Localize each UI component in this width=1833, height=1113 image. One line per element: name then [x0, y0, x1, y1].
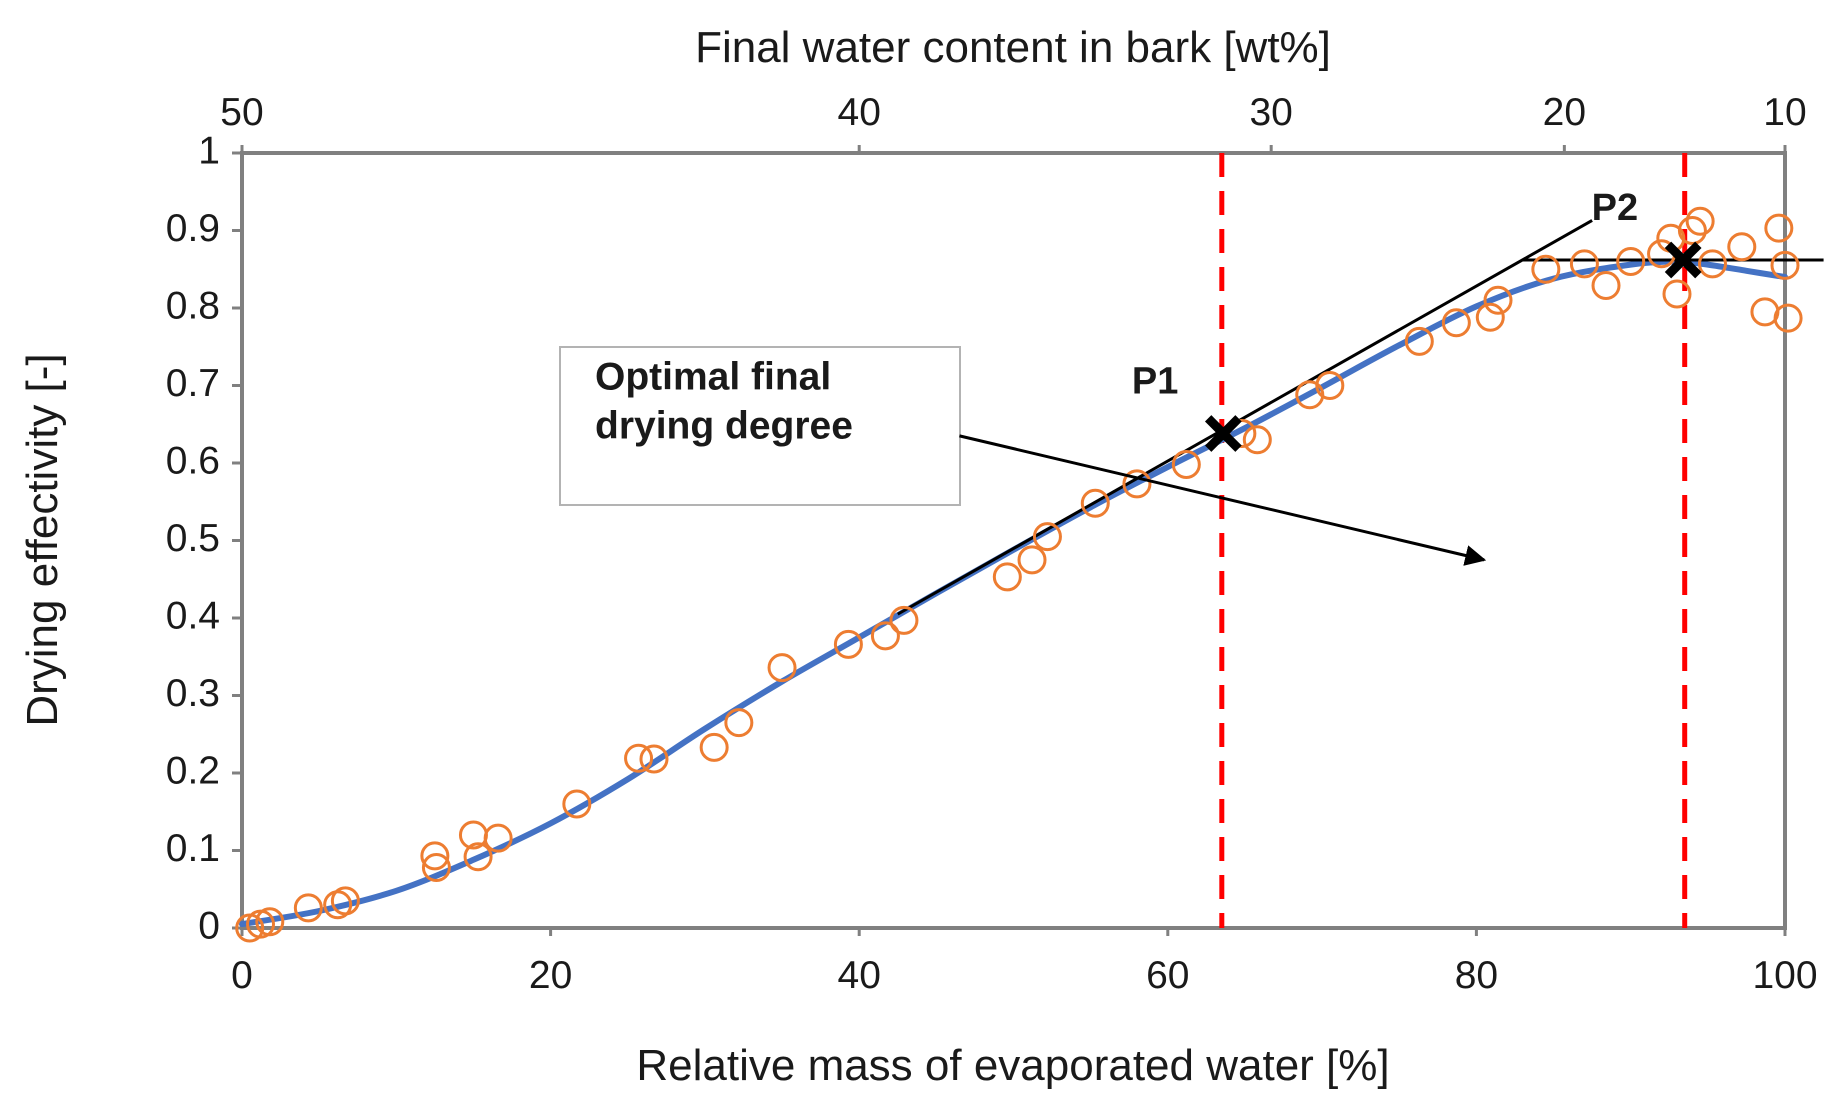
data-point [767, 653, 797, 683]
annotation-line-2: drying degree [595, 404, 853, 447]
point-marker-p2 [1664, 241, 1702, 279]
data-point [1764, 213, 1794, 243]
plot-area-frame [240, 151, 1787, 930]
y-tick-label: 0.8 [166, 284, 220, 327]
data-point [833, 629, 863, 659]
top-tick-label: 10 [1763, 91, 1806, 134]
data-point [1616, 247, 1646, 276]
y-tick-label: 0.1 [166, 827, 220, 870]
y-tick-label: 0.2 [166, 749, 220, 792]
y-tick-label: 1 [198, 129, 220, 172]
data-point [1171, 450, 1201, 480]
data-point [293, 893, 323, 923]
data-point [992, 562, 1022, 592]
top-axis-ticks: 50 40 30 20 10 [220, 91, 1807, 153]
y-tick-label: 0.4 [166, 594, 220, 637]
data-point [330, 886, 360, 916]
top-tick-label: 40 [838, 91, 881, 134]
data-point [463, 842, 493, 872]
data-point [1677, 216, 1707, 245]
annotation-arrow [959, 434, 1487, 566]
data-point [1017, 545, 1047, 575]
fitted-curve-layer [239, 258, 1788, 928]
x-tick-label: 60 [1146, 954, 1189, 997]
annotation-line-1: Optimal final [595, 355, 831, 398]
data-point [1242, 425, 1272, 455]
tangent-line [897, 219, 1593, 616]
y-tick-label: 0.7 [166, 362, 220, 405]
y-tick-label: 0.6 [166, 439, 220, 482]
annotation-box [559, 346, 961, 506]
annotation-callout: Optimal final drying degree [559, 346, 961, 506]
data-point [1315, 371, 1345, 400]
x-tick-label: 80 [1455, 954, 1498, 997]
data-point [1475, 302, 1505, 332]
point-label-p2: P2 [1592, 187, 1638, 229]
data-point [420, 841, 450, 871]
data-point [1441, 308, 1471, 338]
data-point [1697, 249, 1727, 279]
point-label-p1: P1 [1132, 361, 1178, 403]
y-axis-ticks: 0 0.1 0.2 0.3 0.4 0.5 0.6 0.7 0.8 0.9 1 [166, 129, 242, 947]
data-point [1591, 271, 1621, 301]
data-point [1685, 206, 1715, 236]
data-point [1483, 285, 1513, 315]
top-tick-label: 50 [220, 91, 263, 134]
y-tick-label: 0.9 [166, 207, 220, 250]
data-point [421, 853, 451, 883]
scatter-points [235, 206, 1803, 943]
top-axis-title: Final water content in bark [wt%] [695, 23, 1331, 72]
x-tick-label: 20 [529, 954, 572, 997]
top-tick-label: 30 [1249, 91, 1292, 134]
data-point [483, 823, 513, 853]
data-point [724, 708, 754, 738]
data-point [1032, 522, 1062, 552]
x-tick-label: 40 [838, 954, 881, 997]
top-tick-label: 20 [1543, 91, 1586, 134]
y-axis-title: Drying effectivity [-] [18, 353, 67, 726]
y-tick-label: 0 [198, 904, 220, 947]
data-point [1569, 249, 1599, 279]
data-point [1770, 250, 1800, 280]
data-point [639, 744, 669, 774]
data-point [1122, 469, 1152, 499]
data-point [1404, 326, 1434, 356]
data-point [889, 605, 919, 635]
x-tick-label: 100 [1752, 954, 1817, 997]
x-tick-label: 0 [231, 954, 253, 997]
data-point [1773, 303, 1803, 333]
x-axis-title: Relative mass of evaporated water [%] [636, 1041, 1389, 1090]
data-point [255, 907, 285, 937]
data-point [870, 621, 900, 651]
data-point [699, 732, 729, 762]
data-point [1080, 488, 1110, 518]
point-marker-p1 [1204, 415, 1242, 452]
y-tick-label: 0.5 [166, 517, 220, 560]
data-point [1662, 279, 1692, 309]
point-markers: P1 P2 [1132, 187, 1702, 452]
y-tick-label: 0.3 [166, 672, 220, 715]
data-point [1727, 232, 1757, 262]
data-point [624, 743, 654, 773]
x-axis-ticks: 0 20 40 60 80 100 [231, 928, 1818, 997]
data-point [562, 789, 592, 819]
fitted-curve [239, 258, 1788, 928]
data-point [1531, 254, 1561, 284]
